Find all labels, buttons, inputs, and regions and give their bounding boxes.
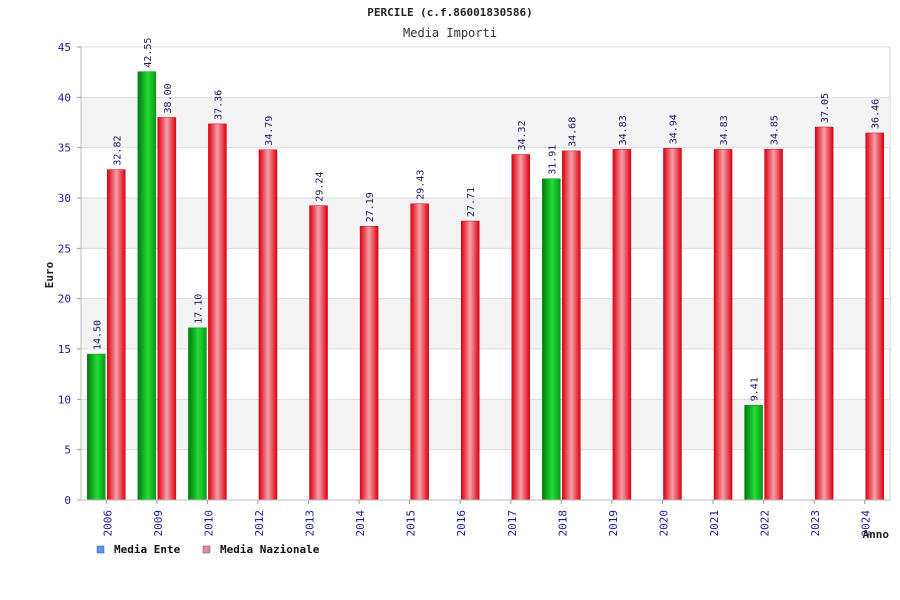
x-tick-label: 2014 <box>354 510 367 537</box>
x-axis: 2006 2009 2010 2012 2013 2014 2015 2016 2017 2018… <box>81 499 890 537</box>
bar-media-nazionale <box>107 169 126 501</box>
bar-media-nazionale <box>511 154 531 501</box>
bar-value-label: 27.19 <box>365 192 376 222</box>
y-axis-label: Euro <box>43 261 56 288</box>
x-tick-label: 2020 <box>657 510 670 537</box>
chart-title: PERCILE (c.f.86001830586) <box>367 6 533 19</box>
bar-value-label: 34.68 <box>567 117 578 147</box>
x-tick-label: 2010 <box>202 510 215 537</box>
legend-label-media-ente: Media Ente <box>114 543 181 556</box>
y-tick-label: 10 <box>58 393 71 406</box>
x-tick-label: 2012 <box>253 510 266 537</box>
legend-swatch-media-ente <box>96 545 105 554</box>
bar-media-ente <box>542 178 561 501</box>
legend: Media Ente Media Nazionale <box>96 543 320 556</box>
bar-media-nazionale <box>612 149 632 501</box>
legend-label-media-nazionale: Media Nazionale <box>220 543 320 556</box>
bar-media-nazionale <box>460 220 480 501</box>
bar-media-nazionale <box>663 148 682 501</box>
bar-value-label: 9.41 <box>750 377 761 401</box>
bar-media-nazionale <box>359 226 379 501</box>
bar-media-ente <box>87 353 106 501</box>
x-tick-label: 2016 <box>455 510 468 537</box>
bars: 14.50 32.82 42.55 38.00 17.10 37.36 34.79 29.24… <box>87 38 884 501</box>
x-tick-label: 2018 <box>556 510 569 537</box>
y-tick-label: 20 <box>58 293 71 306</box>
x-tick-label: 2022 <box>759 510 772 537</box>
bar-media-nazionale <box>865 132 884 501</box>
x-tick-label: 2006 <box>101 510 114 537</box>
bar-value-label: 37.36 <box>213 90 224 120</box>
chart-subtitle: Media Importi <box>403 26 497 40</box>
x-tick-label: 2024 <box>860 510 873 537</box>
bar-value-label: 29.43 <box>416 170 427 200</box>
y-axis: 0 5 10 15 20 25 30 35 40 45 <box>58 41 82 507</box>
bar-value-label: 38.00 <box>163 83 174 113</box>
bar-media-ente <box>137 71 157 501</box>
y-tick-label: 45 <box>58 41 71 54</box>
bar-value-label: 17.10 <box>193 294 204 324</box>
bar-media-ente <box>744 405 763 501</box>
bar-media-nazionale <box>562 150 581 501</box>
bar-media-nazionale <box>410 203 429 501</box>
bar-media-nazionale <box>764 148 783 501</box>
bar-value-label: 36.46 <box>871 99 882 129</box>
y-tick-label: 40 <box>58 91 71 104</box>
bar-value-label: 29.24 <box>315 172 326 202</box>
bar-value-label: 27.71 <box>466 187 477 217</box>
bar-value-label: 34.94 <box>668 114 679 144</box>
bar-value-label: 32.82 <box>112 136 123 166</box>
y-tick-label: 0 <box>64 494 71 507</box>
y-tick-label: 35 <box>58 142 71 155</box>
y-tick-label: 30 <box>58 192 71 205</box>
bar-value-label: 34.83 <box>719 115 730 145</box>
bar-value-label: 42.55 <box>143 38 154 68</box>
bar-media-nazionale <box>309 205 328 501</box>
bar-value-label: 34.32 <box>517 120 528 150</box>
bar-value-label: 34.83 <box>618 115 629 145</box>
bar-media-nazionale <box>713 149 733 501</box>
x-tick-label: 2021 <box>708 510 721 537</box>
x-tick-label: 2009 <box>152 510 165 537</box>
bar-media-nazionale <box>814 126 834 501</box>
x-tick-label: 2015 <box>405 510 418 537</box>
y-tick-label: 5 <box>64 444 71 457</box>
x-tick-label: 2023 <box>809 510 822 537</box>
bar-value-label: 31.91 <box>547 145 558 175</box>
y-tick-label: 15 <box>58 343 71 356</box>
bar-media-nazionale <box>157 117 177 501</box>
bar-value-label: 14.50 <box>92 320 103 350</box>
y-tick-label: 25 <box>58 242 71 255</box>
legend-swatch-media-nazionale <box>202 545 211 554</box>
bar-value-label: 37.05 <box>820 93 831 123</box>
bar-media-ente <box>188 327 207 501</box>
bar-value-label: 34.79 <box>264 116 275 146</box>
x-tick-label: 2017 <box>506 510 519 537</box>
x-axis-label: Anno <box>863 528 890 541</box>
x-tick-label: 2019 <box>607 510 620 537</box>
bar-value-label: 34.85 <box>770 115 781 145</box>
x-tick-label: 2013 <box>304 510 317 537</box>
bar-media-nazionale <box>208 123 227 501</box>
bar-media-nazionale <box>258 149 278 501</box>
